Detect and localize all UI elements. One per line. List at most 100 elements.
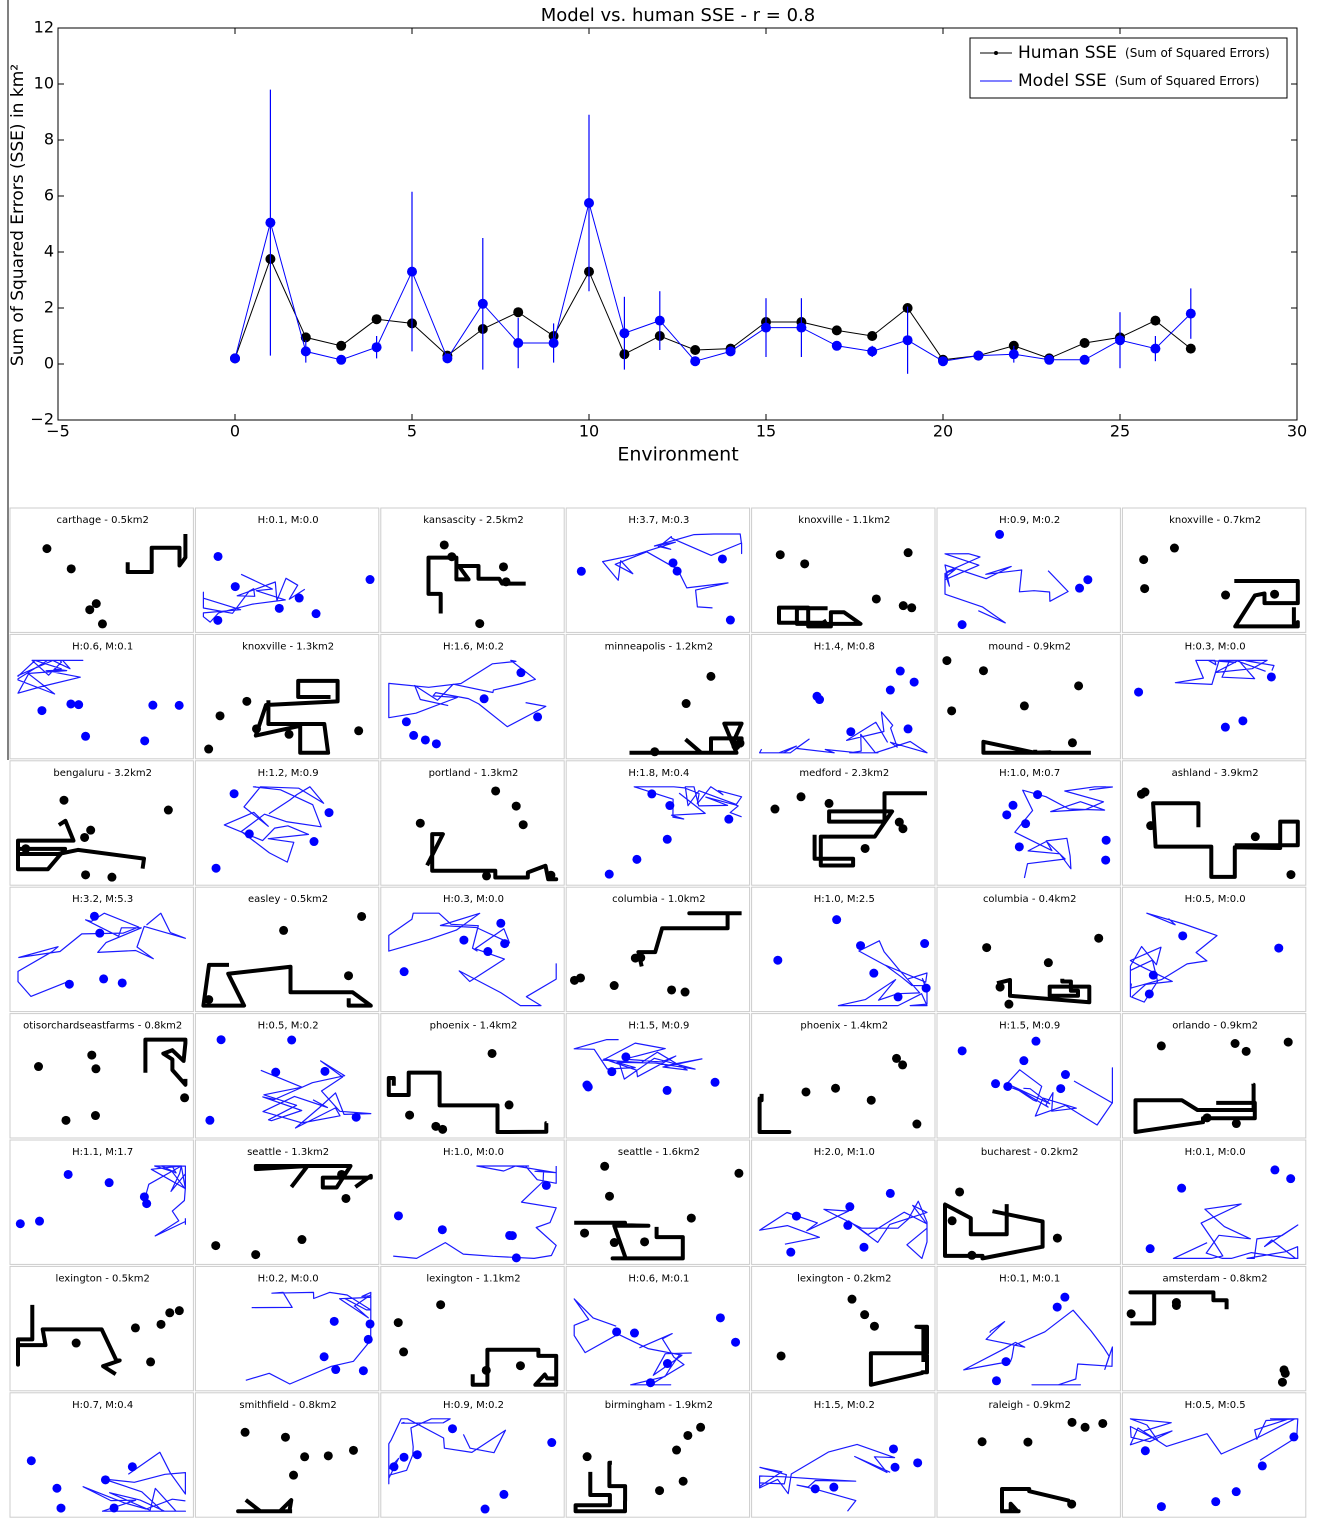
data-point — [371, 314, 382, 325]
route-point — [505, 1230, 515, 1240]
route-point — [1266, 672, 1276, 682]
data-point — [442, 353, 453, 364]
route-point — [686, 1213, 696, 1223]
route-point — [681, 699, 691, 709]
route-point — [1280, 1368, 1290, 1378]
panel — [380, 507, 565, 633]
route — [1151, 801, 1300, 879]
panel — [751, 886, 936, 1013]
route-point — [242, 696, 252, 706]
route-point — [791, 1211, 801, 1221]
data-point — [654, 315, 665, 326]
route-point — [1221, 590, 1231, 600]
route-point — [393, 1211, 403, 1221]
route-point — [1177, 1183, 1187, 1193]
panel — [380, 633, 565, 760]
data-point — [831, 340, 842, 351]
route — [144, 1165, 186, 1237]
panel-title: columbia - 0.4km2 — [983, 894, 1077, 905]
route-point — [1139, 555, 1149, 565]
panel-title: H:0.7, M:0.4 — [72, 1400, 133, 1411]
route-point — [230, 582, 240, 592]
route-point — [1094, 933, 1104, 943]
route-point — [866, 1095, 876, 1105]
route-point — [95, 928, 105, 938]
route-point — [482, 871, 492, 881]
panel-title: raleigh - 0.9km2 — [988, 1400, 1070, 1411]
route-point — [1238, 716, 1248, 726]
y-tick-label: 0 — [44, 354, 54, 373]
panel — [380, 760, 565, 886]
x-tick-label: 30 — [1287, 422, 1307, 441]
y-tick-label: 4 — [44, 242, 54, 261]
route-point — [717, 554, 727, 564]
route-point — [1134, 687, 1144, 697]
data-point — [336, 354, 347, 365]
data-point — [690, 345, 701, 355]
route-point — [947, 1216, 957, 1226]
route-point — [1230, 1039, 1240, 1049]
route-point — [725, 615, 735, 625]
route-point — [389, 1462, 399, 1472]
route-point — [1001, 1357, 1011, 1367]
route-point — [846, 727, 856, 737]
data-point — [336, 340, 347, 351]
route — [944, 553, 1069, 624]
data-point — [1115, 335, 1125, 346]
route — [963, 1309, 1113, 1386]
route-point — [1231, 1119, 1241, 1129]
route-point — [776, 1351, 786, 1361]
route-point — [365, 1319, 375, 1329]
route-point — [42, 544, 52, 554]
x-tick-label: 15 — [756, 422, 776, 441]
route-point — [431, 1121, 441, 1131]
route-point — [1019, 701, 1029, 711]
panel-title: H:1.4, M:0.8 — [814, 641, 875, 652]
panel — [751, 1139, 936, 1265]
panel-title: mound - 0.9km2 — [988, 641, 1071, 652]
route-point — [1060, 1070, 1070, 1080]
route-point — [1270, 589, 1280, 599]
panel — [565, 1013, 751, 1139]
data-point — [619, 328, 630, 339]
route-point — [1080, 1422, 1090, 1432]
route-point — [921, 983, 931, 993]
route-point — [582, 1452, 592, 1462]
route-point — [1286, 1174, 1296, 1184]
route-point — [1156, 1502, 1166, 1512]
route-point — [715, 1313, 725, 1323]
panel-title: columbia - 1.0km2 — [612, 894, 706, 905]
panel — [194, 1392, 380, 1518]
route-point — [920, 939, 930, 949]
route-point — [909, 677, 919, 687]
route-point — [982, 943, 992, 953]
route-point — [431, 739, 441, 749]
route-point — [26, 1456, 36, 1466]
route — [393, 1165, 557, 1259]
panel-title: H:0.3, M:0.0 — [1185, 641, 1246, 652]
route-point — [142, 1199, 152, 1209]
y-tick-label: 12 — [34, 18, 54, 37]
route-point — [580, 1228, 590, 1238]
route-point — [668, 558, 678, 568]
route-point — [1286, 870, 1296, 880]
route-point — [289, 1470, 299, 1480]
route — [1128, 1290, 1229, 1326]
panel-title: H:1.8, M:0.4 — [628, 768, 689, 779]
route-point — [80, 832, 90, 842]
panel-title: knoxville - 0.7km2 — [1169, 515, 1261, 526]
legend-note: (Sum of Squared Errors) — [1115, 74, 1260, 88]
panel — [936, 633, 1121, 760]
route — [759, 711, 928, 754]
panel-title: medford - 2.3km2 — [799, 768, 889, 779]
route-point — [576, 973, 586, 983]
route-point — [1289, 1432, 1299, 1442]
data-point — [725, 346, 736, 357]
route — [602, 533, 743, 609]
data-point — [1079, 338, 1090, 348]
panel-title: H:0.1, M:0.0 — [258, 515, 319, 526]
route-point — [1074, 681, 1084, 691]
route — [1174, 659, 1275, 685]
route-point — [1171, 1298, 1181, 1308]
route — [573, 1039, 703, 1080]
